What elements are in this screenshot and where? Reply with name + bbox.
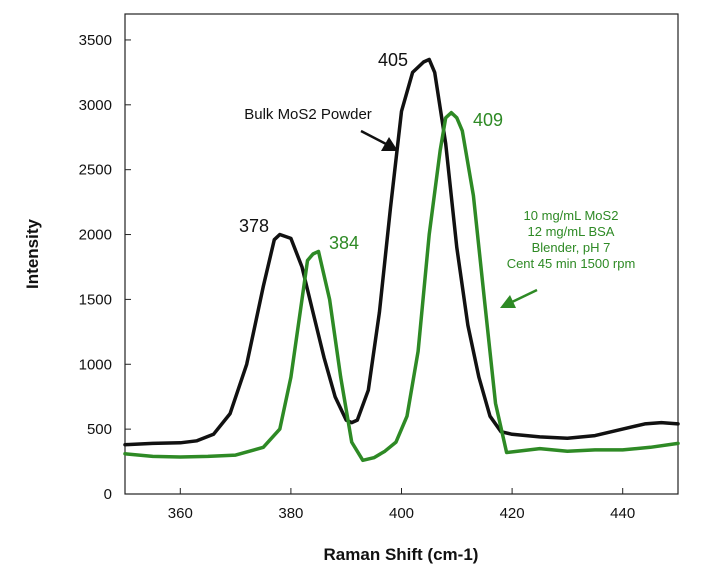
y-tick-label: 2000 <box>79 227 112 244</box>
annotation-378: 378 <box>239 216 269 236</box>
annotation-condition-3: Blender, pH 7 <box>532 240 611 255</box>
annotation-condition-2: 12 mg/mL BSA <box>528 224 615 239</box>
x-tick-label: 420 <box>500 505 525 522</box>
x-tick-label: 380 <box>278 505 303 522</box>
x-axis: 360 380 400 420 440 <box>168 488 635 522</box>
series-line-dispersion <box>123 110 680 463</box>
series-group <box>123 57 680 463</box>
x-tick-label: 360 <box>168 505 193 522</box>
annotation-condition-4: Cent 45 min 1500 rpm <box>507 256 636 271</box>
x-axis-title: Raman Shift (cm-1) <box>324 545 479 564</box>
bulk-arrow <box>360 129 398 151</box>
y-tick-label: 3000 <box>79 97 112 114</box>
y-tick-label: 2500 <box>79 162 112 179</box>
annotation-405: 405 <box>378 50 408 70</box>
series-line-bulk <box>123 57 680 447</box>
y-axis: 0 500 1000 1500 2000 2500 3000 3500 <box>79 32 131 503</box>
x-tick-label: 400 <box>389 505 414 522</box>
annotation-409: 409 <box>473 110 503 130</box>
y-tick-label: 3500 <box>79 32 112 49</box>
y-axis-title: Intensity <box>23 219 42 289</box>
y-tick-label: 1500 <box>79 291 112 308</box>
annotation-condition-1: 10 mg/mL MoS2 <box>524 208 619 223</box>
annotation-384: 384 <box>329 233 359 253</box>
annotation-bulk-label: Bulk MoS2 Powder <box>244 106 372 123</box>
y-tick-label: 1000 <box>79 356 112 373</box>
y-tick-label: 0 <box>104 486 112 503</box>
y-tick-label: 500 <box>87 421 112 438</box>
x-tick-label: 440 <box>610 505 635 522</box>
condition-arrow <box>500 288 538 308</box>
